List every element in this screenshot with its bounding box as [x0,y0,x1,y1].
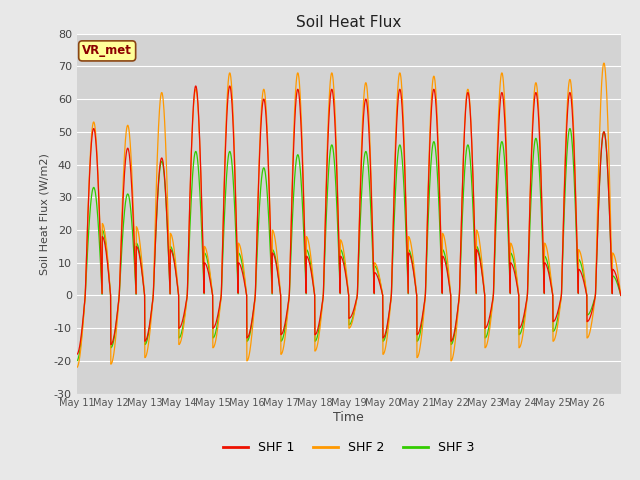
Title: Soil Heat Flux: Soil Heat Flux [296,15,401,30]
Text: VR_met: VR_met [82,44,132,58]
X-axis label: Time: Time [333,411,364,424]
Legend: SHF 1, SHF 2, SHF 3: SHF 1, SHF 2, SHF 3 [218,436,479,459]
Y-axis label: Soil Heat Flux (W/m2): Soil Heat Flux (W/m2) [40,153,50,275]
